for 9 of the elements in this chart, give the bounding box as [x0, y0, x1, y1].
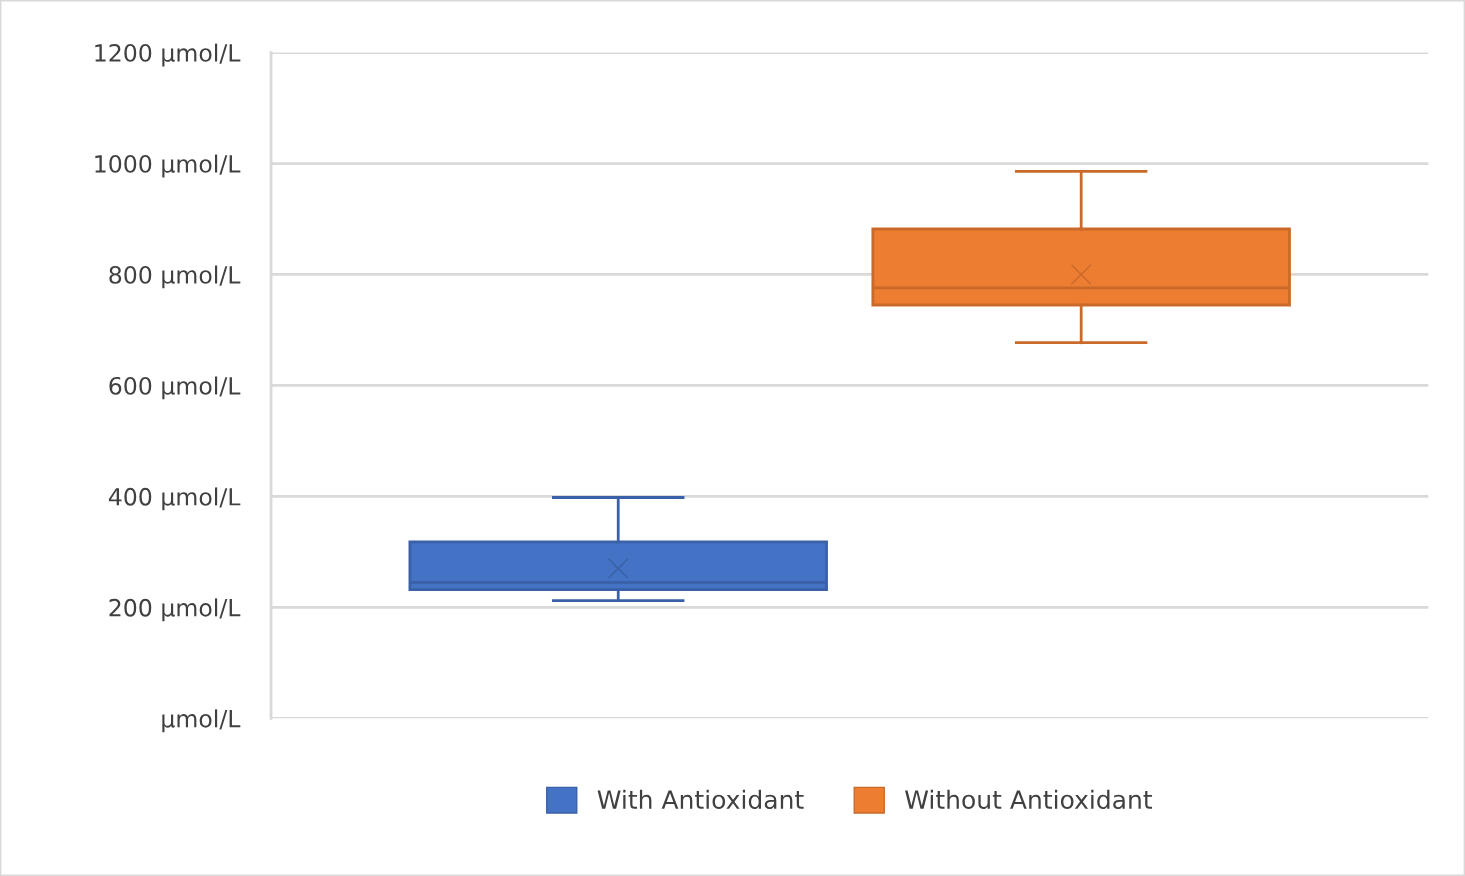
y-tick-label: 1000 µmol/L — [95, 154, 241, 178]
y-tick-label: 400 µmol/L — [108, 487, 241, 511]
legend-label: With Antioxidant — [597, 789, 804, 810]
y-tick-label: 600 µmol/L — [109, 376, 241, 400]
y-tick-label: 1200 µmol/L — [95, 43, 241, 67]
y-tick-label: 200 µmol/L — [109, 598, 241, 622]
legend-label: Without Antioxidant — [905, 789, 1153, 810]
y-tick-label: 800 µmol/L — [109, 265, 241, 289]
y-tick-label: µmol/L — [162, 709, 241, 733]
